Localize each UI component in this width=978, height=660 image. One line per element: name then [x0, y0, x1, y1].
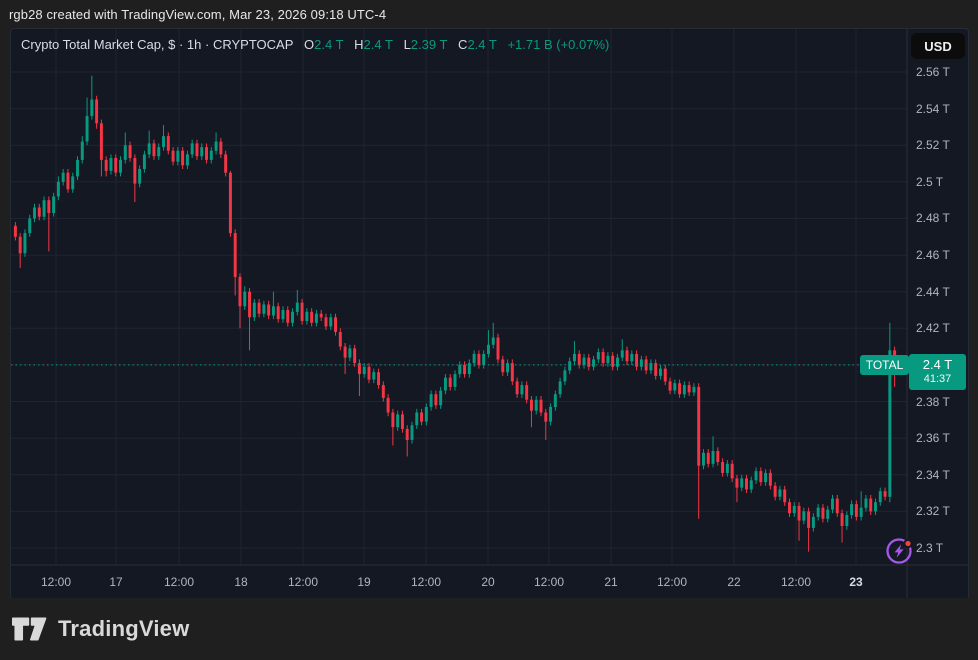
chart-widget: Crypto Total Market Cap, $ · 1h · CRYPTO… — [10, 28, 969, 600]
ohlc-close-label: C — [458, 37, 468, 52]
time-tick-label: 18 — [234, 575, 248, 589]
streak-alert-dot — [903, 538, 913, 549]
candlestick-plot[interactable] — [11, 29, 968, 599]
currency-toggle-button[interactable]: USD — [911, 33, 965, 59]
tradingview-wordmark[interactable]: TradingView — [58, 616, 190, 641]
time-tick-label: 22 — [727, 575, 741, 589]
attribution-bar: rgb28 created with TradingView.com, Mar … — [0, 0, 978, 28]
ohlc-low-label: L — [403, 37, 411, 52]
price-tick-label: 2.5 T — [916, 174, 944, 189]
time-tick-label: 21 — [604, 575, 618, 589]
streak-flame-icon[interactable] — [884, 535, 916, 567]
price-tick-label: 2.34 T — [916, 467, 950, 482]
time-tick-label: 12:00 — [163, 575, 195, 589]
price-tick-label: 2.38 T — [916, 394, 950, 409]
price-tick-label: 2.48 T — [916, 211, 950, 226]
time-tick-label: 12:00 — [780, 575, 812, 589]
time-tick-label: 20 — [481, 575, 495, 589]
price-tick-label: 2.56 T — [916, 65, 950, 79]
time-tick-label: 12:00 — [410, 575, 442, 589]
footer-bar: TradingView — [0, 598, 978, 660]
time-axis[interactable]: 12:00 17 12:00 18 12:00 19 12:00 20 12:00 21 12:00… — [11, 566, 968, 599]
price-axis[interactable]: 2.56 T 2.54 T 2.52 T 2.5 T 2.48 T 2.46 T 2.44 … — [907, 29, 968, 565]
last-price-tag: 2.4 T 41:37 — [909, 353, 966, 390]
attribution-text: rgb28 created with TradingView.com, Mar … — [9, 6, 387, 22]
price-tick-label: 2.46 T — [916, 248, 950, 263]
price-tick-label: 2.42 T — [916, 321, 950, 336]
time-tick-label: 12:00 — [533, 575, 565, 589]
time-tick-label: 12:00 — [656, 575, 688, 589]
tradingview-logo-icon[interactable] — [12, 615, 48, 643]
price-tick-label: 2.32 T — [916, 504, 950, 519]
ohlc-high-value: 2.4 T — [363, 37, 393, 52]
symbol-title: Crypto Total Market Cap, $ · 1h · CRYPTO… — [21, 37, 294, 52]
price-tick-label: 2.44 T — [916, 284, 950, 299]
time-tick-label: 23 — [849, 575, 863, 589]
chart-legend[interactable]: Crypto Total Market Cap, $ · 1h · CRYPTO… — [21, 37, 609, 52]
price-tick-label: 2.54 T — [916, 101, 950, 116]
last-price-value: 2.4 T — [922, 356, 953, 372]
change-value: +1.71 B (+0.07%) — [507, 37, 610, 52]
time-tick-label: 19 — [357, 575, 371, 589]
price-tick-label: 2.3 T — [916, 541, 944, 555]
ohlc-close-value: 2.4 T — [467, 37, 497, 52]
lightning-bolt-icon — [894, 544, 904, 558]
series-price-label: TOTAL — [860, 354, 909, 375]
ohlc-open-label: O — [304, 37, 315, 52]
price-tick-label: 2.52 T — [916, 138, 950, 153]
ohlc-low-value: 2.39 T — [410, 37, 448, 52]
time-tick-label: 12:00 — [287, 575, 319, 589]
time-tick-label: 12:00 — [40, 575, 72, 589]
bar-countdown: 41:37 — [923, 373, 952, 386]
price-tick-label: 2.36 T — [916, 431, 950, 446]
ohlc-high-label: H — [354, 37, 364, 52]
time-tick-label: 17 — [109, 575, 123, 589]
ohlc-open-value: 2.4 T — [314, 37, 344, 52]
